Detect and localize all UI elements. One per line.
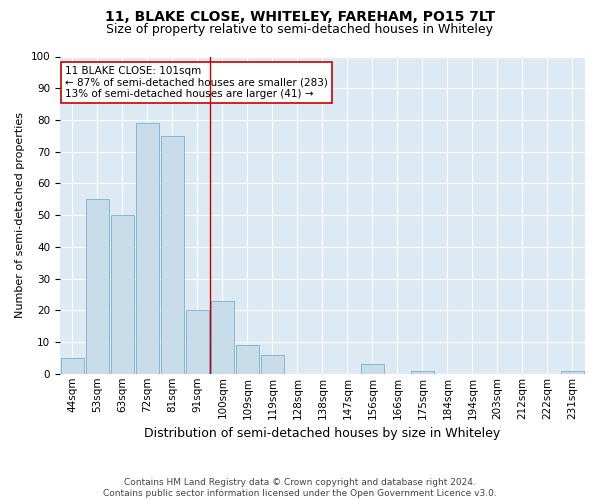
Bar: [411, 370, 434, 374]
Bar: [211, 301, 233, 374]
Bar: [361, 364, 384, 374]
Bar: [186, 310, 209, 374]
Bar: [86, 200, 109, 374]
Text: Contains HM Land Registry data © Crown copyright and database right 2024.
Contai: Contains HM Land Registry data © Crown c…: [103, 478, 497, 498]
Y-axis label: Number of semi-detached properties: Number of semi-detached properties: [15, 112, 25, 318]
Bar: [261, 354, 284, 374]
Text: 11 BLAKE CLOSE: 101sqm
← 87% of semi-detached houses are smaller (283)
13% of se: 11 BLAKE CLOSE: 101sqm ← 87% of semi-det…: [65, 66, 328, 99]
Bar: [61, 358, 83, 374]
Bar: [111, 215, 134, 374]
X-axis label: Distribution of semi-detached houses by size in Whiteley: Distribution of semi-detached houses by …: [145, 427, 500, 440]
Text: 11, BLAKE CLOSE, WHITELEY, FAREHAM, PO15 7LT: 11, BLAKE CLOSE, WHITELEY, FAREHAM, PO15…: [105, 10, 495, 24]
Bar: [561, 370, 584, 374]
Text: Size of property relative to semi-detached houses in Whiteley: Size of property relative to semi-detach…: [107, 22, 493, 36]
Bar: [236, 345, 259, 374]
Bar: [161, 136, 184, 374]
Bar: [136, 123, 158, 374]
